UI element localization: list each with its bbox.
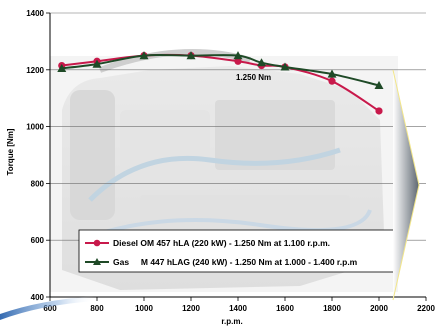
data-point-gas bbox=[92, 59, 102, 68]
x-tick-label: 1400 bbox=[229, 304, 247, 313]
decorative-swoosh bbox=[0, 296, 95, 320]
data-point-gas bbox=[186, 51, 196, 60]
legend-item-diesel: Diesel OM 457 hLA (220 kW) - 1.250 Nm at… bbox=[85, 238, 330, 248]
legend-label-gas: Gas M 447 hLAG (240 kW) - 1.250 Nm at 1.… bbox=[113, 257, 358, 267]
x-tick-label: 1000 bbox=[135, 304, 153, 313]
data-point-diesel bbox=[375, 107, 383, 115]
y-tick-label: 1200 bbox=[26, 66, 44, 75]
y-tick-label: 1400 bbox=[26, 9, 44, 18]
legend-marker-diesel bbox=[93, 239, 101, 247]
data-point-diesel bbox=[234, 57, 242, 65]
x-tick-label: 800 bbox=[90, 304, 104, 313]
y-tick-label: 400 bbox=[31, 293, 45, 302]
data-point-gas bbox=[327, 69, 337, 78]
y-tick-label: 600 bbox=[31, 236, 45, 245]
x-axis-label: r.p.m. bbox=[221, 317, 242, 326]
data-point-diesel bbox=[328, 77, 336, 85]
data-point-gas bbox=[257, 58, 266, 67]
y-tick-label: 1000 bbox=[26, 123, 44, 132]
x-tick-label: 2200 bbox=[417, 304, 435, 313]
tick-labels: 400 600 800 1000 1200 1400 600 800 1000 1200 1400 1… bbox=[26, 9, 435, 313]
decorative-arrow bbox=[392, 69, 420, 301]
x-tick-label: 1800 bbox=[323, 304, 341, 313]
data-point-gas bbox=[280, 62, 290, 71]
data-point-gas bbox=[57, 63, 67, 72]
x-tick-label: 1600 bbox=[276, 304, 294, 313]
series-gas bbox=[57, 51, 384, 90]
legend-label-diesel: Diesel OM 457 hLA (220 kW) - 1.250 Nm at… bbox=[113, 238, 330, 248]
series-layer bbox=[57, 51, 384, 115]
x-tick-label: 2000 bbox=[370, 304, 388, 313]
legend-box bbox=[78, 229, 396, 273]
x-tick-label: 1200 bbox=[182, 304, 200, 313]
legend-marker-gas bbox=[93, 258, 101, 265]
legend-item-gas: Gas M 447 hLAG (240 kW) - 1.250 Nm at 1.… bbox=[85, 257, 358, 267]
data-point-gas bbox=[374, 80, 384, 90]
y-tick-label: 800 bbox=[31, 179, 45, 188]
peak-torque-annotation: 1.250 Nm bbox=[236, 73, 271, 82]
legend: Diesel OM 457 hLA (220 kW) - 1.250 Nm at… bbox=[78, 229, 396, 273]
data-point-gas bbox=[139, 51, 149, 60]
data-point-gas bbox=[233, 51, 243, 60]
x-tick-label: 600 bbox=[43, 304, 57, 313]
y-axis-label: Torque [Nm] bbox=[6, 128, 15, 175]
axes bbox=[46, 12, 427, 301]
